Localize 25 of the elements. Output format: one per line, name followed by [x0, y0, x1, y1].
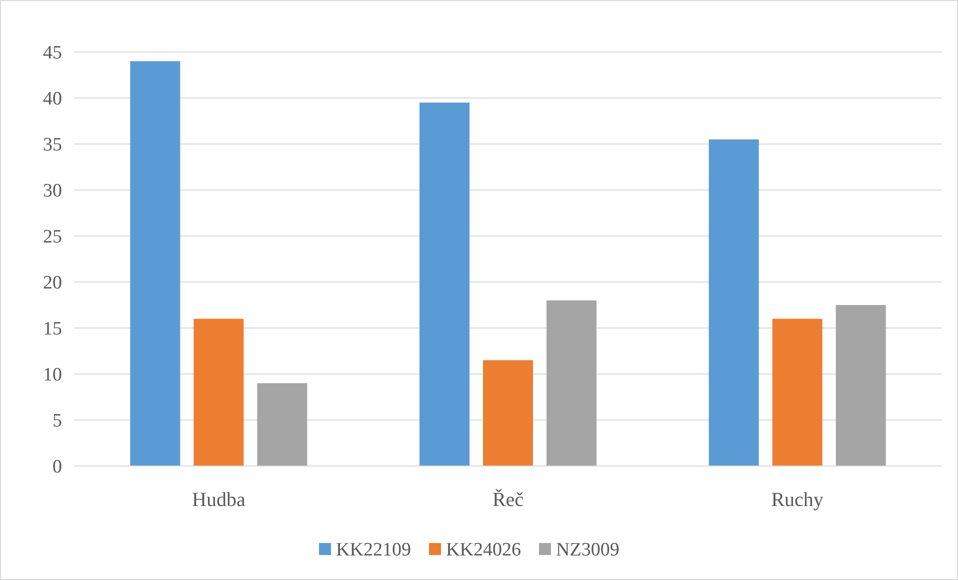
y-tick-label: 45	[43, 42, 62, 64]
bar	[130, 61, 180, 466]
bar	[257, 383, 308, 466]
y-tick-label: 5	[52, 410, 62, 432]
y-tick-label: 20	[43, 272, 62, 294]
bar	[836, 305, 886, 466]
y-tick-label: 10	[43, 364, 62, 386]
x-tick-label: Ruchy	[771, 489, 824, 511]
y-tick-label: 35	[43, 134, 62, 156]
y-tick-label: 25	[43, 226, 62, 248]
x-tick-label: Hudba	[192, 489, 246, 511]
y-tick-label: 15	[43, 318, 62, 340]
y-tick-label: 30	[43, 180, 62, 202]
legend-label: NZ3009	[556, 540, 620, 561]
bar	[546, 300, 596, 466]
legend-label: KK24026	[446, 540, 521, 561]
bar	[483, 360, 533, 466]
bar	[772, 318, 822, 466]
bar	[708, 139, 759, 466]
bar	[420, 102, 470, 466]
x-tick-label: Řeč	[492, 488, 524, 511]
bar	[194, 318, 244, 466]
y-tick-label: 0	[52, 456, 62, 478]
y-tick-label: 40	[43, 88, 62, 110]
legend-label: KK22109	[336, 540, 411, 561]
